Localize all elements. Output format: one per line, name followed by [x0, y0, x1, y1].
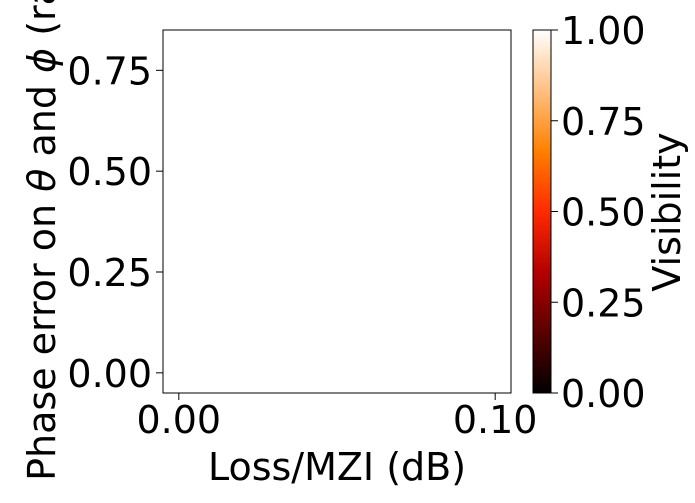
- x-tick-label: 0.10: [453, 398, 538, 442]
- colorbar-ticks: 0.00 0.25 0.50 0.75 1.00: [551, 9, 646, 416]
- colorbar-tick-label: 0.25: [561, 281, 646, 325]
- y-tick-label: 0.25: [67, 251, 152, 295]
- y-axis-label: Phase error on θ and ϕ (rad): [20, 0, 64, 481]
- x-axis-ticks: 0.00 0.10: [137, 393, 538, 442]
- colorbar: [532, 29, 552, 394]
- y-axis-ticks: 0.00 0.25 0.50 0.75: [67, 49, 163, 396]
- x-tick-label: 0.00: [137, 398, 222, 442]
- y-tick-label: 0.75: [67, 49, 152, 93]
- colorbar-tick-label: 0.75: [561, 100, 646, 144]
- colorbar-label: Visibility: [645, 132, 689, 291]
- y-tick-label: 0.00: [67, 352, 152, 396]
- plot-area: [162, 29, 512, 394]
- colorbar-tick-label: 0.50: [561, 191, 646, 235]
- colorbar-tick-label: 1.00: [561, 9, 646, 53]
- x-axis-label: Loss/MZI (dB): [208, 445, 466, 489]
- colorbar-tick-label: 0.00: [561, 372, 646, 416]
- y-tick-label: 0.50: [67, 150, 152, 194]
